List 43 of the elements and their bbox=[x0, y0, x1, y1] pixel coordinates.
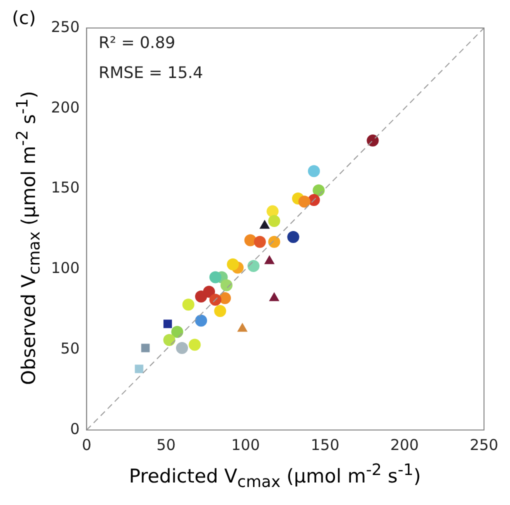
point bbox=[209, 294, 222, 306]
x-tick-label: 0 bbox=[82, 436, 92, 454]
point bbox=[268, 236, 280, 248]
x-tick-label: 100 bbox=[231, 436, 260, 454]
point bbox=[366, 134, 379, 147]
y-tick-label: 50 bbox=[60, 339, 80, 358]
x-tick-label: 50 bbox=[156, 436, 176, 454]
point bbox=[209, 271, 222, 284]
x-tick-label: 250 bbox=[470, 436, 498, 454]
point bbox=[134, 364, 144, 374]
point bbox=[264, 255, 275, 264]
point bbox=[248, 260, 260, 272]
annotation: R² = 0.89 bbox=[98, 33, 176, 52]
point bbox=[195, 314, 208, 327]
x-tick-label: 150 bbox=[310, 436, 340, 454]
point bbox=[226, 258, 239, 270]
y-tick-label: 100 bbox=[50, 259, 80, 278]
point bbox=[182, 298, 194, 311]
point bbox=[259, 220, 270, 229]
point bbox=[254, 236, 266, 248]
text: (c) bbox=[12, 8, 36, 29]
point bbox=[163, 334, 176, 346]
point bbox=[195, 290, 208, 303]
point bbox=[188, 338, 201, 351]
point bbox=[220, 279, 233, 292]
point bbox=[171, 326, 184, 338]
point bbox=[298, 196, 310, 208]
y-tick-label: 200 bbox=[50, 98, 80, 116]
x-axis-title: Predicted V$_{cmax}$ (μmol m$^{-2}$ s$^{-1}$) bbox=[128, 460, 422, 492]
point bbox=[287, 231, 300, 244]
point bbox=[214, 305, 226, 318]
point bbox=[308, 165, 320, 178]
y-tick-label: 250 bbox=[50, 18, 80, 36]
point bbox=[163, 320, 172, 328]
point bbox=[176, 342, 188, 354]
point bbox=[268, 292, 280, 302]
point bbox=[268, 214, 280, 227]
y-tick-label: 150 bbox=[50, 178, 80, 197]
point bbox=[141, 344, 150, 352]
y-tick-label: 0 bbox=[70, 420, 80, 438]
annotation: RMSE = 15.4 bbox=[98, 63, 204, 82]
point bbox=[237, 322, 248, 332]
x-tick-label: 200 bbox=[390, 436, 419, 454]
